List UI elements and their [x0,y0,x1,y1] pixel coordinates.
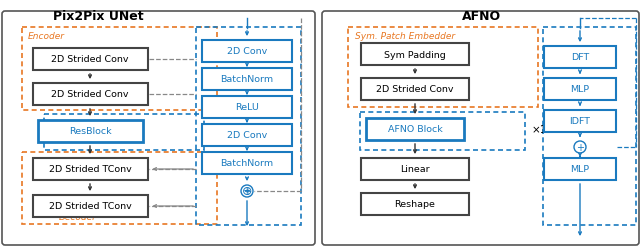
Bar [544,79,616,100]
Bar [543,28,636,225]
Text: Decoder: Decoder [59,212,97,221]
Text: +: + [576,142,584,152]
Bar [202,124,292,146]
Bar [361,79,469,100]
Text: BatchNorm: BatchNorm [220,159,273,168]
Bar [38,120,143,142]
Bar [22,28,217,110]
Text: Sym Padding: Sym Padding [384,50,446,59]
Text: MLP: MLP [570,165,589,174]
Bar [361,44,469,66]
Circle shape [241,185,253,197]
Bar [366,118,464,141]
Bar [33,158,147,180]
Bar [544,110,616,132]
Bar [202,69,292,91]
Text: 2D Strided Conv: 2D Strided Conv [51,55,129,64]
FancyBboxPatch shape [2,12,315,245]
Text: Linear: Linear [400,165,430,174]
Text: IDFT: IDFT [570,117,591,126]
Text: DFT: DFT [571,53,589,62]
Text: $\oplus$: $\oplus$ [241,185,253,198]
Bar [44,114,204,150]
Text: 2D Strided TConv: 2D Strided TConv [49,165,131,174]
FancyBboxPatch shape [322,12,639,245]
Bar [361,158,469,180]
Bar [33,84,147,106]
Text: BatchNorm: BatchNorm [220,75,273,84]
Text: Sym. Patch Embedder: Sym. Patch Embedder [355,32,455,41]
Bar [360,112,525,150]
Bar [196,28,301,225]
Text: AFNO Block: AFNO Block [388,125,442,134]
Text: Pix2Pix UNet: Pix2Pix UNet [52,10,143,23]
Text: +: + [243,186,251,196]
Text: Encoder: Encoder [28,32,65,41]
Bar [348,28,538,108]
Bar [33,195,147,217]
Bar [202,41,292,63]
Bar [202,152,292,174]
Text: 2D Conv: 2D Conv [227,131,267,140]
Bar [361,193,469,215]
Text: AFNO: AFNO [461,10,500,23]
Text: ReLU: ReLU [235,103,259,112]
Text: ResBlock: ResBlock [68,127,111,136]
Text: ×12: ×12 [532,124,554,134]
Bar [202,96,292,118]
Text: ×5: ×5 [212,126,227,136]
Circle shape [574,142,586,154]
Bar [544,158,616,180]
Bar [544,47,616,69]
Text: Reshape: Reshape [395,200,435,209]
Text: 2D Strided TConv: 2D Strided TConv [49,202,131,211]
Text: MLP: MLP [570,85,589,94]
Bar [22,152,217,224]
Text: 2D Strided Conv: 2D Strided Conv [376,85,454,94]
Text: 2D Strided Conv: 2D Strided Conv [51,90,129,99]
Text: 2D Conv: 2D Conv [227,47,267,56]
Bar [33,49,147,71]
